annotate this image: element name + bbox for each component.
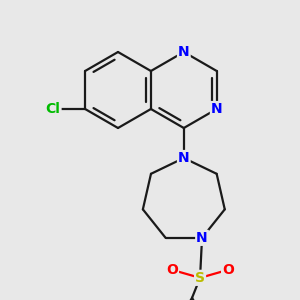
- Text: Cl: Cl: [46, 102, 61, 116]
- Text: O: O: [166, 263, 178, 277]
- Text: N: N: [178, 45, 190, 59]
- Text: N: N: [196, 231, 208, 245]
- Text: N: N: [211, 102, 223, 116]
- Text: N: N: [178, 151, 190, 165]
- Text: S: S: [195, 271, 205, 285]
- Text: O: O: [222, 263, 234, 277]
